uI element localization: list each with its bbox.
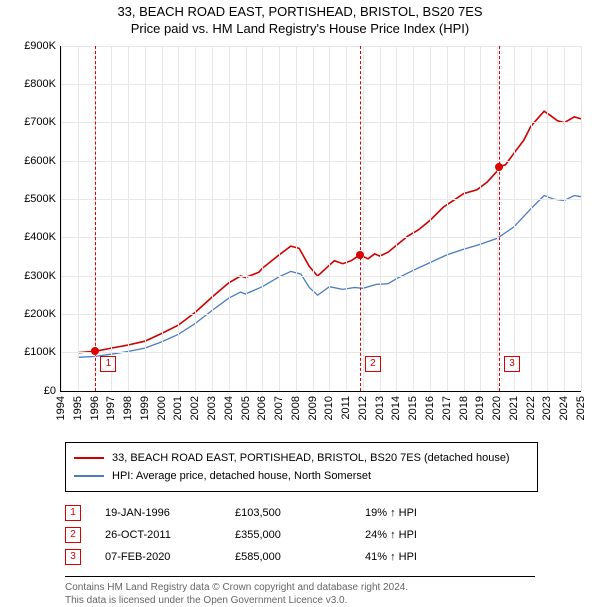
y-axis-label: £200K <box>1 308 56 320</box>
sale-marker-icon: 1 <box>65 505 81 521</box>
legend-row: HPI: Average price, detached house, Nort… <box>74 467 529 485</box>
legend-swatch-series-2 <box>74 471 104 481</box>
x-axis-label: 1997 <box>105 396 117 420</box>
x-axis-label: 2013 <box>374 396 386 420</box>
x-axis-label: 1994 <box>55 396 67 420</box>
x-axis-label: 2019 <box>474 396 486 420</box>
x-axis-label: 2001 <box>172 396 184 420</box>
footer: Contains HM Land Registry data © Crown c… <box>65 576 535 607</box>
sale-price: £585,000 <box>235 551 365 563</box>
x-axis-label: 2020 <box>491 396 503 420</box>
table-row: 1 19-JAN-1996 £103,500 19% ↑ HPI <box>65 502 525 524</box>
sale-marker-box: 3 <box>504 356 520 372</box>
x-axis-label: 2024 <box>558 396 570 420</box>
x-axis-label: 2015 <box>407 396 419 420</box>
legend-label-series-1: 33, BEACH ROAD EAST, PORTISHEAD, BRISTOL… <box>112 452 510 464</box>
footer-copyright: Contains HM Land Registry data © Crown c… <box>65 581 535 594</box>
sale-date: 19-JAN-1996 <box>105 507 235 519</box>
x-axis-label: 2022 <box>525 396 537 420</box>
legend-swatch-series-1 <box>74 453 104 463</box>
sale-pct: 41% ↑ HPI <box>365 551 515 563</box>
x-axis-label: 2025 <box>575 396 587 420</box>
sale-price: £355,000 <box>235 529 365 541</box>
chart-lines-svg <box>61 46 581 391</box>
chart-plot-area: £0£100K£200K£300K£400K£500K£600K£700K£80… <box>60 46 581 392</box>
x-axis-label: 1999 <box>139 396 151 420</box>
sale-marker-dot <box>356 251 364 259</box>
legend-row: 33, BEACH ROAD EAST, PORTISHEAD, BRISTOL… <box>74 449 529 467</box>
y-axis-label: £400K <box>1 231 56 243</box>
table-row: 2 26-OCT-2011 £355,000 24% ↑ HPI <box>65 524 525 546</box>
y-axis-label: £500K <box>1 193 56 205</box>
sale-marker-dot <box>495 163 503 171</box>
sale-marker-box: 2 <box>365 356 381 372</box>
x-axis-label: 2021 <box>508 396 520 420</box>
x-axis-label: 2008 <box>290 396 302 420</box>
y-axis-label: £100K <box>1 346 56 358</box>
x-axis-label: 2011 <box>340 396 352 420</box>
x-axis-label: 2012 <box>357 396 369 420</box>
x-axis-label: 2002 <box>189 396 201 420</box>
legend: 33, BEACH ROAD EAST, PORTISHEAD, BRISTOL… <box>65 442 538 492</box>
x-axis-label: 2016 <box>424 396 436 420</box>
x-axis-label: 2006 <box>256 396 268 420</box>
y-axis-label: £800K <box>1 78 56 90</box>
sale-price: £103,500 <box>235 507 365 519</box>
chart-title-address: 33, BEACH ROAD EAST, PORTISHEAD, BRISTOL… <box>0 4 600 21</box>
sale-pct: 19% ↑ HPI <box>365 507 515 519</box>
legend-label-series-2: HPI: Average price, detached house, Nort… <box>112 470 371 482</box>
x-axis-label: 1995 <box>72 396 84 420</box>
x-axis-label: 2017 <box>441 396 453 420</box>
sale-marker-box: 1 <box>100 356 116 372</box>
sale-date: 26-OCT-2011 <box>105 529 235 541</box>
footer-licence: This data is licensed under the Open Gov… <box>65 594 535 607</box>
y-axis-label: £0 <box>1 385 56 397</box>
x-axis-label: 2004 <box>223 396 235 420</box>
sale-marker-icon: 3 <box>65 549 81 565</box>
table-row: 3 07-FEB-2020 £585,000 41% ↑ HPI <box>65 546 525 568</box>
y-axis-label: £300K <box>1 270 56 282</box>
x-axis-label: 2023 <box>541 396 553 420</box>
y-axis-label: £900K <box>1 40 56 52</box>
x-axis-label: 2010 <box>323 396 335 420</box>
sale-marker-icon: 2 <box>65 527 81 543</box>
x-axis-label: 2003 <box>206 396 218 420</box>
x-axis-label: 1996 <box>89 396 101 420</box>
chart-subtitle: Price paid vs. HM Land Registry's House … <box>0 21 600 38</box>
x-axis-label: 2009 <box>307 396 319 420</box>
x-axis-label: 2014 <box>390 396 402 420</box>
x-axis-label: 1998 <box>122 396 134 420</box>
x-axis-label: 2000 <box>156 396 168 420</box>
y-axis-label: £600K <box>1 155 56 167</box>
y-axis-label: £700K <box>1 116 56 128</box>
sales-table: 1 19-JAN-1996 £103,500 19% ↑ HPI 2 26-OC… <box>65 502 525 568</box>
sale-date: 07-FEB-2020 <box>105 551 235 563</box>
x-axis-label: 2005 <box>240 396 252 420</box>
x-axis-label: 2007 <box>273 396 285 420</box>
sale-pct: 24% ↑ HPI <box>365 529 515 541</box>
sale-marker-dot <box>91 347 99 355</box>
x-axis-label: 2018 <box>458 396 470 420</box>
